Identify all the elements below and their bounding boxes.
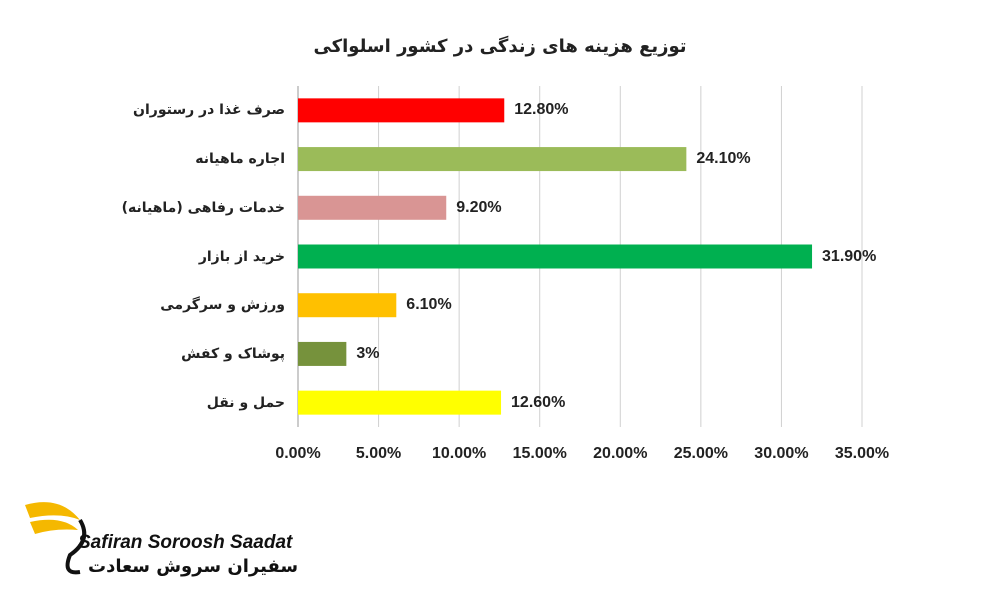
chart-title: توزیع هزینه های زندگی در کشور اسلواکی	[313, 36, 687, 57]
x-tick-label: 10.00%	[432, 445, 487, 462]
x-tick-label: 5.00%	[355, 445, 402, 462]
value-label: 31.90%	[822, 247, 877, 265]
bar	[298, 341, 347, 366]
bar	[298, 98, 505, 123]
y-tick-label: خدمات رفاهی (ماهیانه)	[121, 199, 285, 216]
value-label: 9.20%	[456, 198, 502, 216]
bar	[298, 244, 813, 269]
y-tick-label: ورزش و سرگرمی	[160, 297, 285, 314]
value-label: 6.10%	[406, 296, 452, 314]
value-label: 3%	[356, 344, 380, 362]
y-tick-label: اجاره ماهیانه	[195, 151, 285, 168]
x-tick-label: 0.00%	[275, 445, 321, 462]
logo-subtext: سفیران سروش سعادت	[88, 556, 299, 577]
logo-text: Safiran Soroosh Saadat	[78, 532, 293, 553]
y-tick-label: خرید از بازار	[198, 248, 285, 265]
x-tick-label: 20.00%	[593, 445, 648, 462]
value-label: 12.80%	[514, 101, 569, 119]
logo-mark	[25, 502, 87, 575]
x-tick-label: 35.00%	[834, 445, 890, 462]
x-tick-label: 25.00%	[673, 445, 728, 462]
y-tick-label: پوشاک و کفش	[181, 345, 285, 362]
x-tick-label: 15.00%	[512, 445, 567, 462]
bar	[298, 195, 447, 220]
y-tick-label: حمل و نقل	[206, 394, 285, 411]
bar	[298, 147, 687, 172]
bar	[298, 293, 397, 318]
x-tick-label: 30.00%	[754, 445, 809, 462]
y-tick-label: صرف غذا در رستوران	[133, 102, 285, 119]
value-label: 24.10%	[696, 150, 751, 168]
bar	[298, 390, 502, 415]
value-label: 12.60%	[511, 393, 566, 411]
